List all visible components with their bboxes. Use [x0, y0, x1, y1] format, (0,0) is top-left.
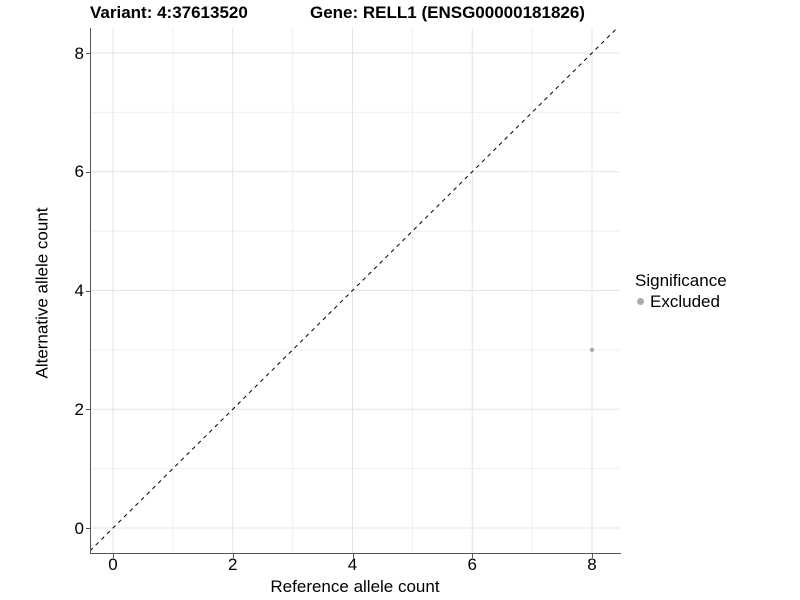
y-tick-label: 6: [74, 162, 84, 182]
y-tick-mark: [86, 409, 90, 411]
legend-item-label: Excluded: [650, 292, 720, 311]
y-tick-mark: [86, 290, 90, 292]
y-tick-label: 8: [74, 43, 84, 63]
x-axis-title: Reference allele count: [270, 577, 440, 596]
y-tick-mark: [86, 171, 90, 173]
identity-line: [90, 28, 618, 552]
x-tick-mark: [113, 554, 114, 558]
identity-dashed-line: [90, 28, 618, 552]
x-tick-label: 8: [587, 555, 597, 574]
y-tick-label: 2: [74, 399, 84, 419]
x-tick-mark: [472, 554, 474, 558]
plot-panel: [90, 28, 620, 553]
x-tick-label: 6: [467, 555, 477, 574]
panel-canvas: [90, 28, 620, 553]
data-points: [589, 347, 595, 353]
data-point: [589, 347, 595, 353]
x-tick-label: 0: [108, 555, 118, 574]
x-tick-label: 2: [228, 555, 238, 574]
major-gridlines: [90, 28, 620, 553]
x-axis-line: [90, 553, 621, 554]
legend: Significance Excluded: [635, 271, 727, 310]
y-tick-label: 4: [74, 281, 84, 300]
legend-title: Significance: [635, 271, 727, 290]
legend-item-excluded: Excluded: [635, 293, 727, 310]
y-tick-mark: [86, 528, 90, 529]
legend-key-dot-icon: [637, 298, 644, 305]
x-tick-mark: [232, 554, 234, 558]
x-tick-mark: [592, 554, 593, 558]
plot-title-variant: Variant: 4:37613520: [90, 3, 248, 22]
y-tick-label: 0: [74, 518, 84, 538]
y-tick-mark: [86, 53, 90, 54]
x-tick-mark: [352, 554, 354, 558]
plot-title-gene: Gene: RELL1 (ENSG00000181826): [310, 3, 585, 22]
y-axis-title: Alternative allele count: [32, 207, 52, 379]
x-tick-label: 4: [347, 555, 358, 574]
y-axis-line: [90, 28, 91, 554]
